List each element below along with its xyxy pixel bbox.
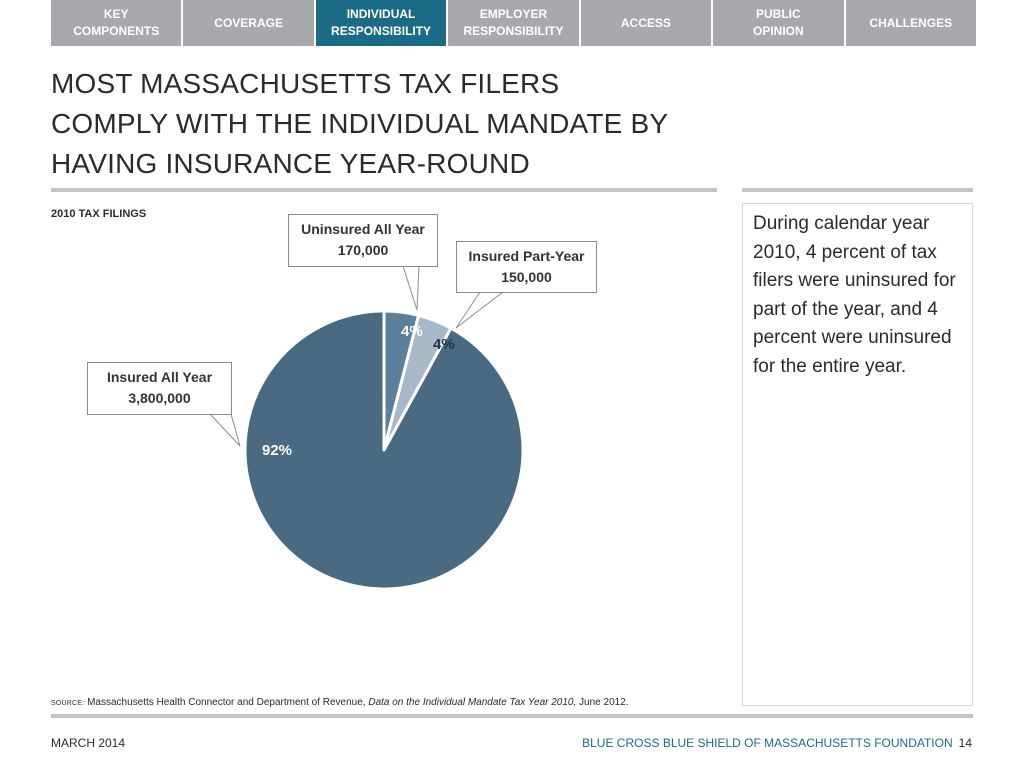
footer-org: BLUE CROSS BLUE SHIELD OF MASSACHUSETTS …: [582, 736, 953, 750]
tab-access[interactable]: ACCESS: [580, 0, 712, 46]
source-label: SOURCE:: [51, 700, 85, 707]
footer-divider: [51, 714, 973, 718]
callout-insured-all-year-name: Insured All Year: [106, 369, 213, 385]
sidebar-note: During calendar year 2010, 4 percent of …: [742, 203, 973, 706]
sidebar-divider: [742, 188, 973, 192]
tab-employer-responsibility[interactable]: EMPLOYER RESPONSIBILITY: [448, 0, 579, 46]
tab-key-components[interactable]: KEY COMPONENTS: [51, 0, 182, 46]
leader-insured-all-year: [208, 413, 241, 447]
callout-insured-part-year-count: 150,000: [501, 269, 552, 285]
callout-uninsured-all-year-count: 170,000: [337, 242, 389, 258]
slide-title-line-3: HAVING INSURANCE YEAR-ROUND: [51, 148, 530, 179]
slide-title-line-2: COMPLY WITH THE INDIVIDUAL MANDATE BY: [51, 108, 669, 139]
pct-label-insured-all-year: 92%: [262, 442, 292, 459]
callout-uninsured-all-year: Uninsured All Year 170,000: [288, 214, 438, 267]
callout-uninsured-all-year-name: Uninsured All Year: [301, 221, 425, 237]
callout-insured-part-year-name: Insured Part-Year: [468, 248, 585, 264]
leader-insured-part-year: [455, 291, 505, 329]
callout-insured-all-year-count: 3,800,000: [128, 390, 191, 406]
callout-insured-all-year: Insured All Year 3,800,000: [87, 362, 232, 415]
section-nav: KEY COMPONENTS COVERAGE INDIVIDUAL RESPO…: [51, 0, 976, 46]
source-date: June 2012.: [576, 697, 629, 708]
tab-public-opinion[interactable]: PUBLIC OPINION: [713, 0, 844, 46]
slide-title: MOST MASSACHUSETTS TAX FILERS COMPLY WIT…: [51, 64, 741, 184]
source-text: Massachusetts Health Connector and Depar…: [87, 697, 369, 708]
callout-leaders: [208, 265, 505, 447]
sidebar-note-text: During calendar year 2010, 4 percent of …: [753, 213, 956, 377]
tab-individual-responsibility[interactable]: INDIVIDUAL RESPONSIBILITY: [315, 0, 447, 46]
leader-uninsured-all-year: [402, 265, 420, 311]
pie-slice-insured-all-year: [243, 309, 525, 591]
tab-coverage[interactable]: COVERAGE: [183, 0, 314, 46]
tab-challenges[interactable]: CHALLENGES: [845, 0, 976, 46]
source-italic-title: Data on the Individual Mandate Tax Year …: [368, 697, 577, 708]
page-number: 14: [958, 736, 972, 750]
pct-label-uninsured-all-year: 4%: [401, 323, 423, 340]
slide-title-line-1: MOST MASSACHUSETTS TAX FILERS: [51, 68, 560, 99]
pct-label-insured-part-year: 4%: [433, 336, 455, 353]
footer-attribution: BLUE CROSS BLUE SHIELD OF MASSACHUSETTS …: [582, 736, 972, 750]
chart-subtitle: 2010 TAX FILINGS: [51, 208, 147, 220]
title-divider: [51, 188, 717, 192]
callout-insured-part-year: Insured Part-Year 150,000: [456, 241, 597, 293]
footer-date: MARCH 2014: [51, 736, 126, 750]
source-citation: SOURCE: Massachusetts Health Connector a…: [51, 697, 629, 708]
pie-slices: [243, 309, 525, 591]
